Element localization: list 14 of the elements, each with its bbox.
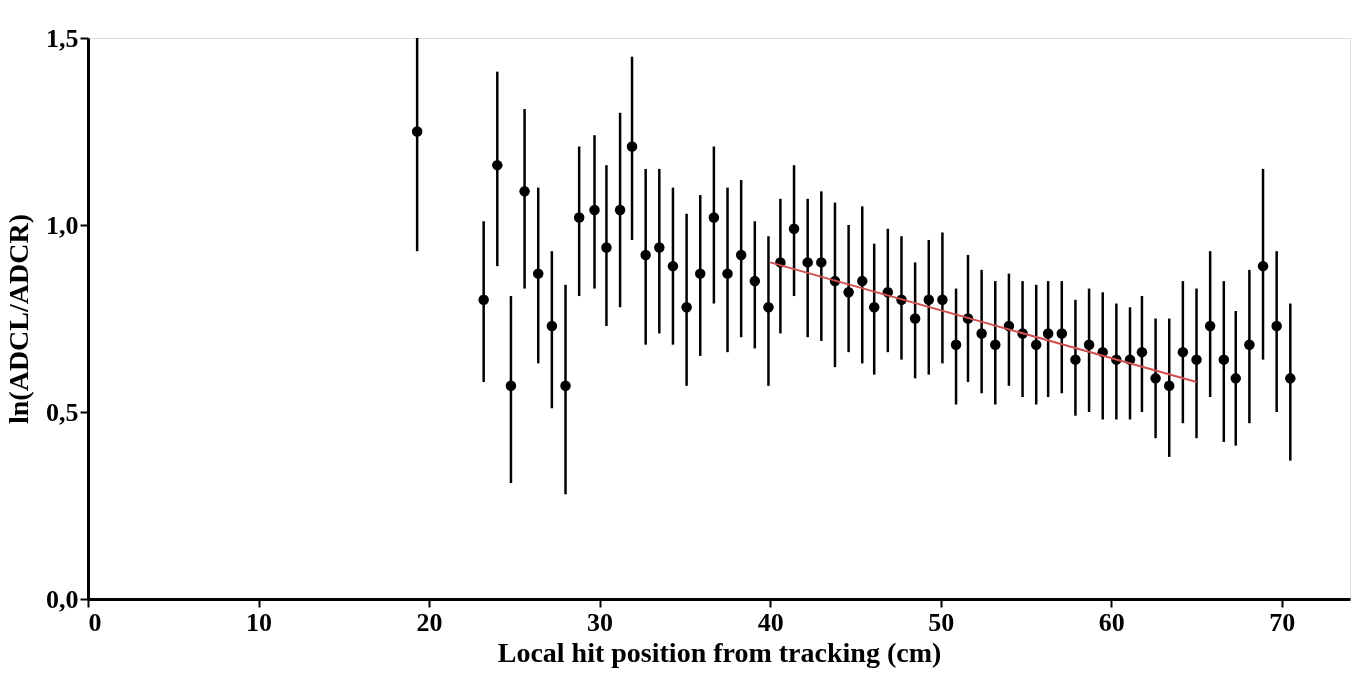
y-tick-label: 0,0	[46, 584, 79, 614]
x-tick-label: 60	[1098, 607, 1125, 637]
x-tick-label: 20	[416, 607, 443, 637]
x-tick-label: 70	[1269, 607, 1296, 637]
x-axis-title: Local hit position from tracking (cm)	[497, 636, 942, 668]
y-tick-label: 0,5	[46, 397, 79, 427]
y-axis-title: ln(ADCL/ADCR)	[3, 214, 34, 424]
x-tick-label: 0	[88, 607, 102, 637]
x-tick-label: 40	[757, 607, 784, 637]
y-tick-label: 1,5	[46, 23, 79, 53]
x-tick-label: 50	[928, 607, 955, 637]
y-tick-label: 1,0	[46, 210, 79, 240]
x-tick-label: 30	[587, 607, 614, 637]
x-tick-label: 10	[246, 607, 273, 637]
